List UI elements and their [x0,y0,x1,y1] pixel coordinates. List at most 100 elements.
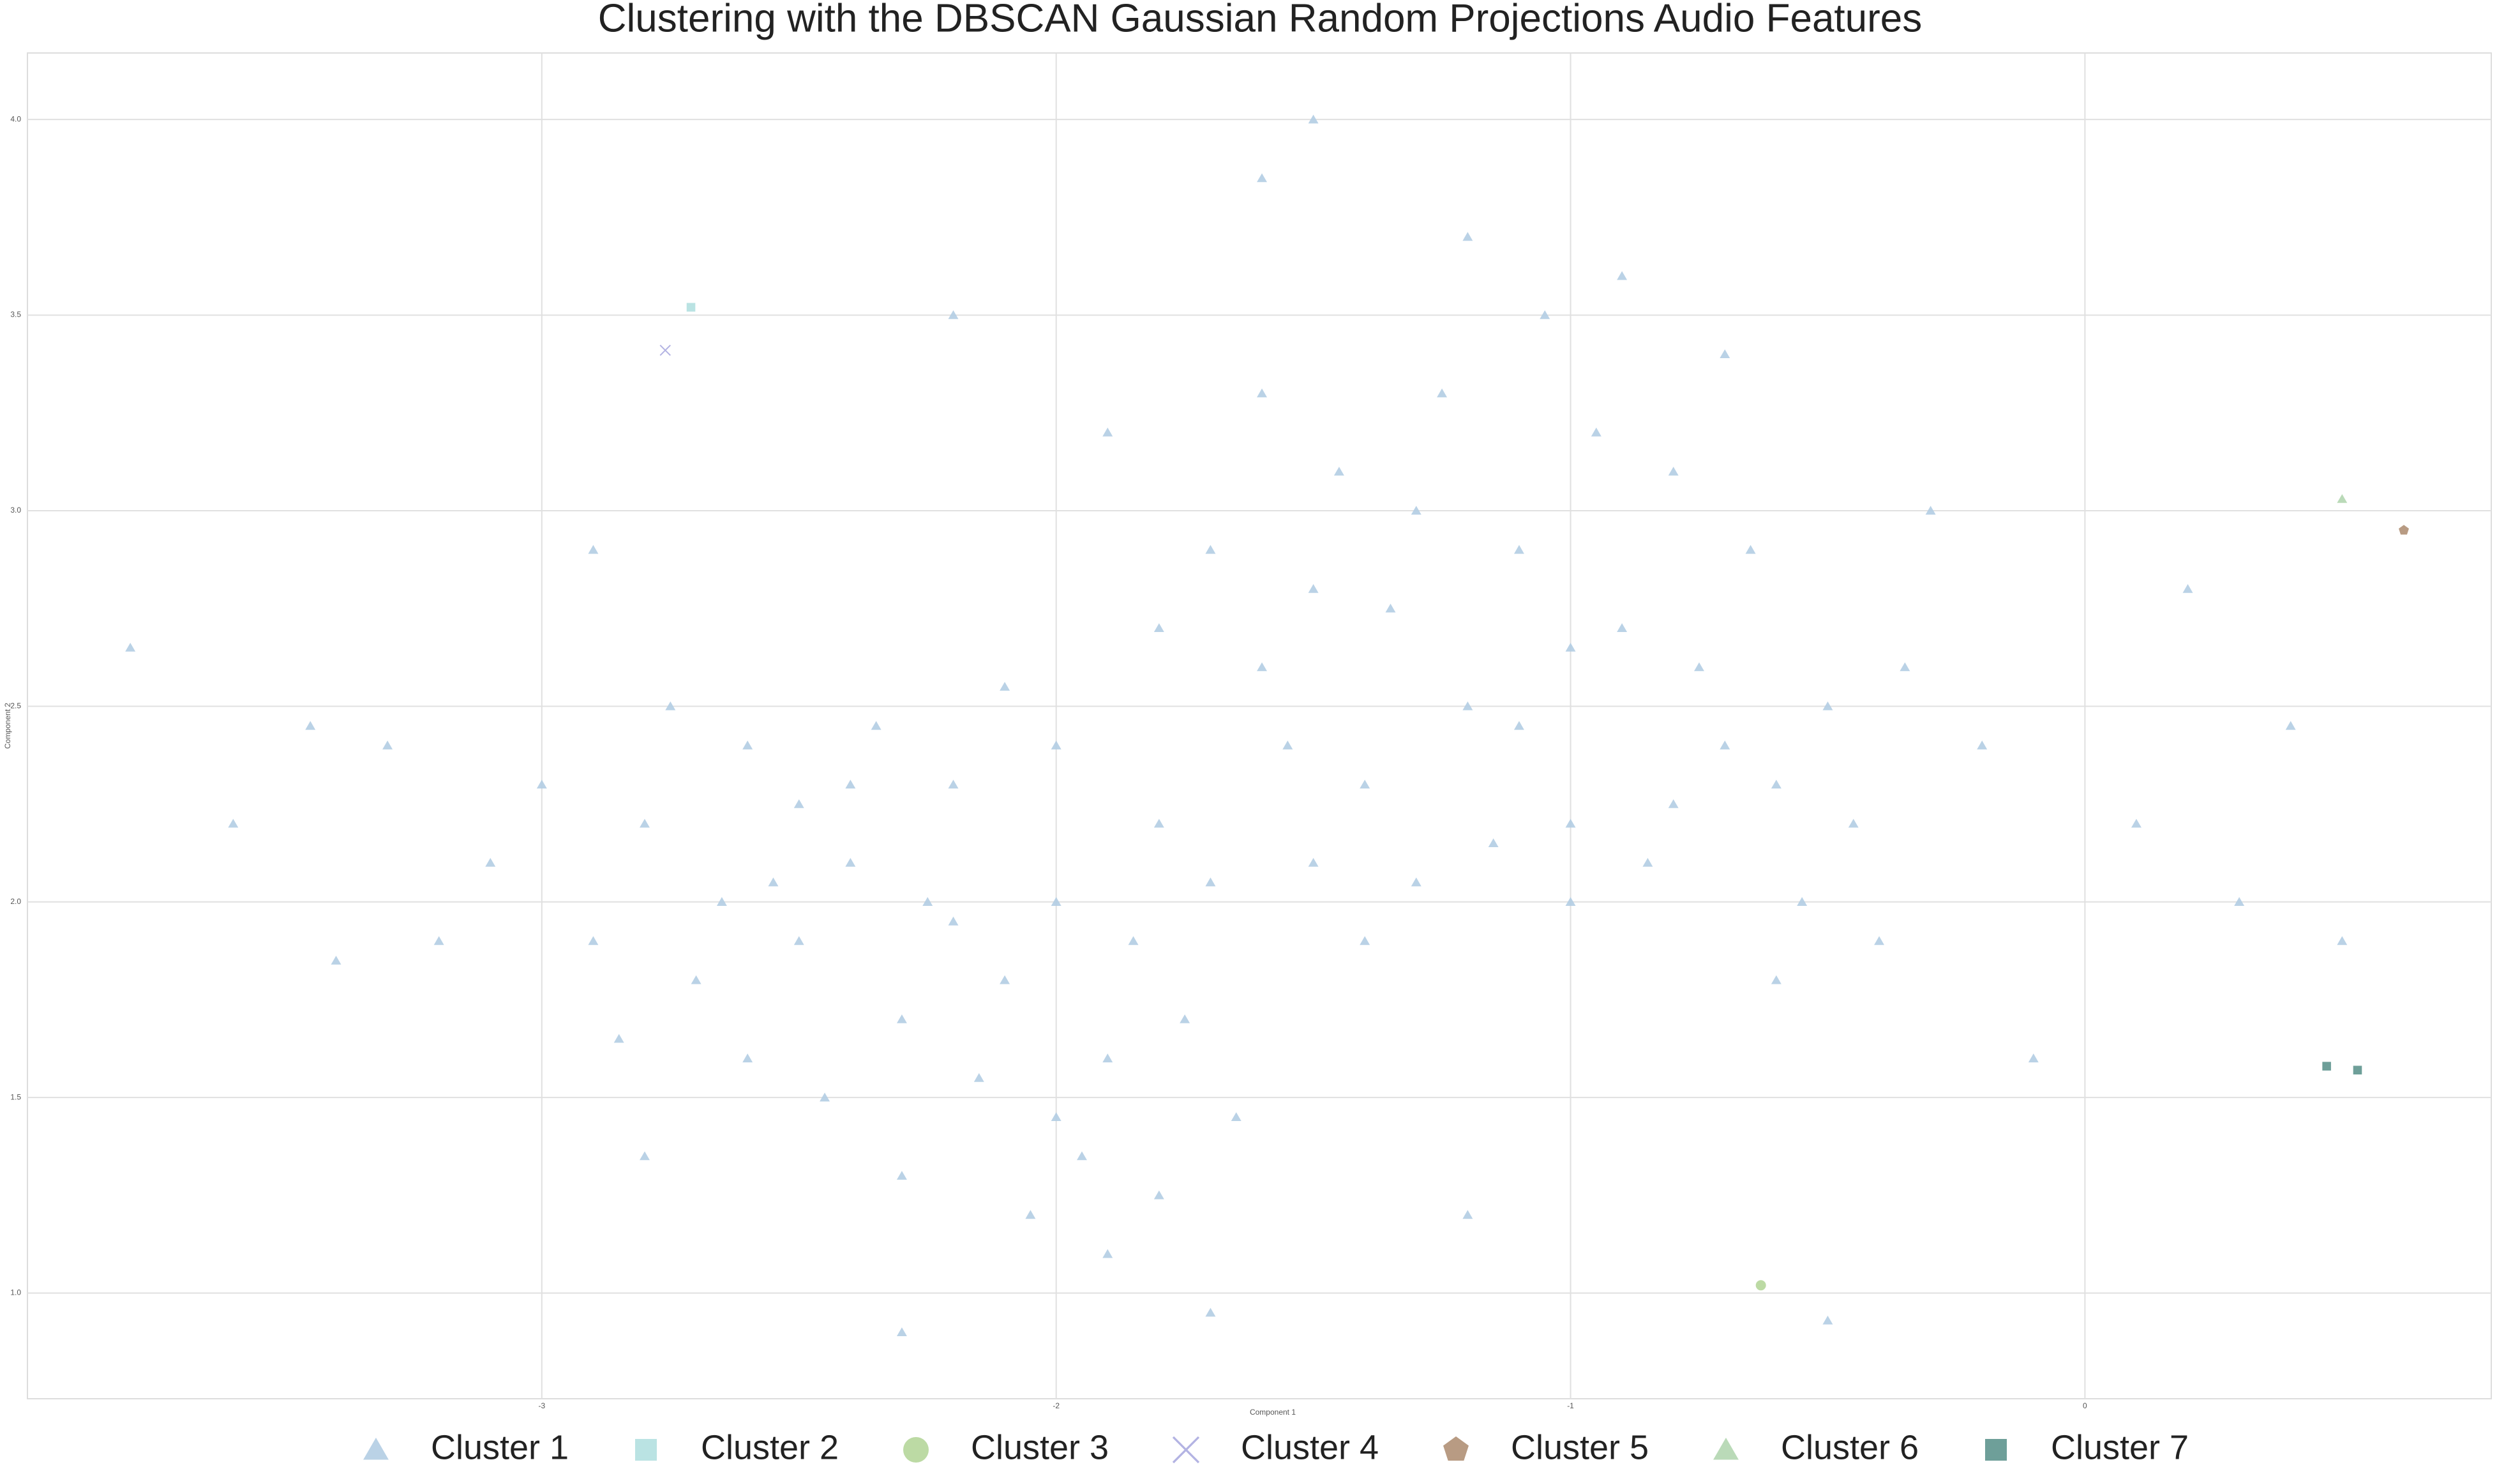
point [1797,897,1808,906]
point [2028,1053,2039,1063]
point [1411,877,1421,887]
point [613,1034,624,1043]
point [742,1053,753,1063]
point [1848,818,1859,828]
point [1977,741,1988,749]
point [659,345,671,356]
point [1153,818,1164,828]
point [1900,662,1910,672]
point [1360,936,1370,945]
point [1180,1014,1190,1023]
point [1513,721,1524,730]
point [716,897,727,906]
point [2337,936,2348,945]
point [665,701,676,711]
point [1231,1112,1241,1121]
point [1051,1112,1061,1121]
point [640,818,650,828]
point [2234,897,2245,906]
point [1257,662,1267,672]
point [2353,1065,2362,1075]
point [1488,838,1499,848]
y-tick-label: 3.0 [10,506,21,515]
point [1385,603,1396,613]
point [922,897,933,906]
point [1128,936,1139,945]
y-tick-label: 1.5 [10,1092,21,1101]
x-tick-label: -1 [1567,1401,1574,1410]
y-tick-label: 4.0 [10,114,21,123]
point [1437,388,1448,398]
y-tick-label: 1.0 [10,1288,21,1297]
point [896,1014,907,1023]
point [686,303,696,312]
point [1513,545,1524,554]
point [896,1171,907,1180]
point [1874,936,1885,945]
point [742,741,753,749]
point [1745,545,1756,554]
legend-marker [1443,1436,1469,1461]
point [1308,583,1319,593]
point [1257,388,1267,398]
legend-label: Cluster 4 [1241,1428,1379,1466]
legend-label: Cluster 6 [1781,1428,1919,1466]
point [1720,741,1730,749]
point [1153,1190,1164,1200]
point [1205,877,1216,887]
point [845,857,856,867]
point [948,779,959,789]
legend-label: Cluster 3 [971,1428,1109,1466]
point [2182,583,2193,593]
point [2337,493,2348,503]
point [1925,506,1936,515]
point [1308,114,1319,124]
point [588,545,599,554]
point [1257,173,1267,183]
point [125,642,136,652]
point [1025,1210,1036,1219]
point [2285,721,2296,730]
point [1540,310,1550,319]
point [1565,897,1576,906]
point [1565,642,1576,652]
point [1822,1315,1833,1325]
point [1694,662,1704,672]
point [1462,701,1473,711]
point [536,779,547,789]
point [1720,349,1730,359]
point [948,916,959,926]
point [1642,857,1653,867]
legend-label: Cluster 5 [1511,1428,1649,1466]
point [691,975,701,984]
point [1565,818,1576,828]
plot-area [27,52,2492,1399]
x-tick-label: 0 [2083,1401,2087,1410]
point [1668,467,1679,476]
legend-marker [635,1439,657,1461]
point [1102,1249,1113,1258]
point [1051,741,1061,749]
point [1755,1280,1766,1291]
point [1000,682,1010,691]
point [871,721,881,730]
x-tick-label: -2 [1053,1401,1060,1410]
point [485,857,496,867]
x-tick-label: -3 [539,1401,546,1410]
point [768,877,779,887]
point [2399,525,2409,535]
legend-marker [903,1437,929,1463]
point [793,799,804,808]
point [1153,623,1164,633]
x-axis-label: Component 1 [1250,1408,1296,1417]
y-tick-label: 3.5 [10,310,21,319]
point [1462,232,1473,241]
point [1282,741,1293,749]
point [1077,1151,1087,1161]
point [973,1073,984,1082]
point [1617,271,1628,280]
point [1000,975,1010,984]
point [2131,818,2141,828]
y-tick-label: 2.0 [10,897,21,906]
